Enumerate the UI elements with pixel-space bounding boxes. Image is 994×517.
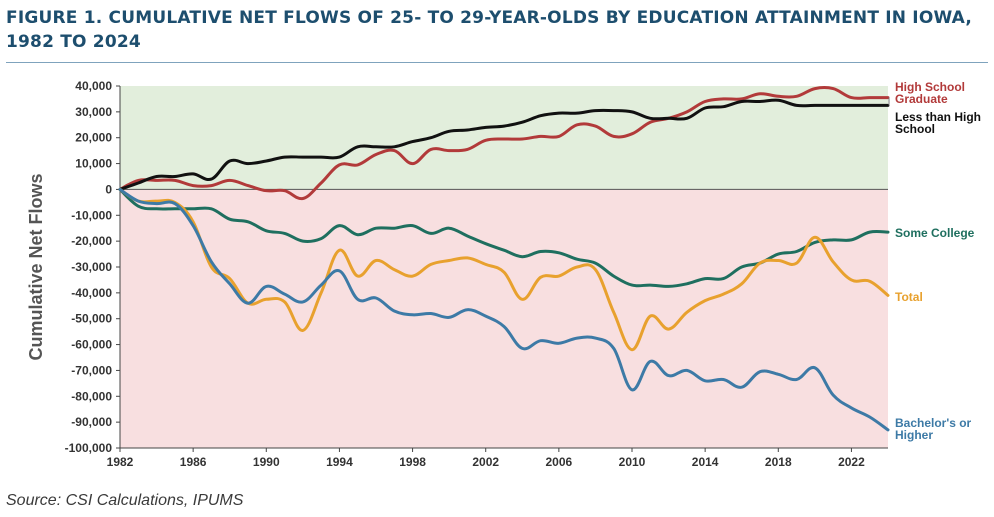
series-label-high-school-graduate: High School Graduate (895, 80, 965, 106)
x-tick-label: 1998 (399, 455, 426, 469)
series-label-less-than-high-school: Less than High School (895, 110, 981, 136)
x-tick-label: 1986 (180, 455, 207, 469)
series-line-less-than-high-school (118, 98, 890, 191)
x-tick-label: 2014 (692, 455, 719, 469)
y-tick-label: 40,000 (75, 79, 112, 93)
x-tick-label: 2002 (472, 455, 499, 469)
series-labels: High School Graduate Less than High School S… (888, 80, 981, 442)
y-axis-label: Cumulative Net Flows (26, 173, 46, 360)
y-tick-label: -20,000 (71, 234, 112, 248)
x-tick-label: 2018 (765, 455, 792, 469)
series-line-bachelor-s-or-higher (118, 187, 890, 432)
y-tick-label: 0 (105, 182, 112, 196)
chart-title: FIGURE 1. CUMULATIVE NET FLOWS OF 25- TO… (6, 8, 973, 52)
y-tick-label: -90,000 (71, 415, 112, 429)
series-label-total: Total (895, 290, 923, 304)
x-tick-label: 2022 (838, 455, 865, 469)
x-tick-label: 1982 (107, 455, 134, 469)
y-tick-label: -50,000 (71, 312, 112, 326)
y-tick-label: -100,000 (65, 441, 113, 455)
y-tick-label: -40,000 (71, 286, 112, 300)
x-tick-label: 1990 (253, 455, 280, 469)
title-divider (6, 62, 988, 63)
y-tick-label: 20,000 (75, 131, 112, 145)
chart-series (118, 85, 890, 432)
source-note: Source: CSI Calculations, IPUMS (6, 492, 244, 509)
chart-axes: 40,000 30,000 20,000 10,000 0 -10,000 -20,000 -… (65, 79, 888, 469)
y-tick-label: 10,000 (75, 157, 112, 171)
x-tick-label: 2006 (546, 455, 573, 469)
series-label-bachelor-s-or-higher: Bachelor's or Higher (895, 416, 972, 442)
y-tick-label: -10,000 (71, 208, 112, 222)
y-tick-label: 30,000 (75, 105, 112, 119)
negative-region-background (120, 189, 888, 448)
y-tick-label: -70,000 (71, 363, 112, 377)
x-tick-label: 2010 (619, 455, 646, 469)
y-tick-label: -30,000 (71, 260, 112, 274)
y-tick-label: -60,000 (71, 338, 112, 352)
y-tick-label: -80,000 (71, 389, 112, 403)
series-line-high-school-graduate (118, 85, 890, 201)
series-label-some-college: Some College (895, 226, 975, 240)
x-tick-label: 1994 (326, 455, 353, 469)
